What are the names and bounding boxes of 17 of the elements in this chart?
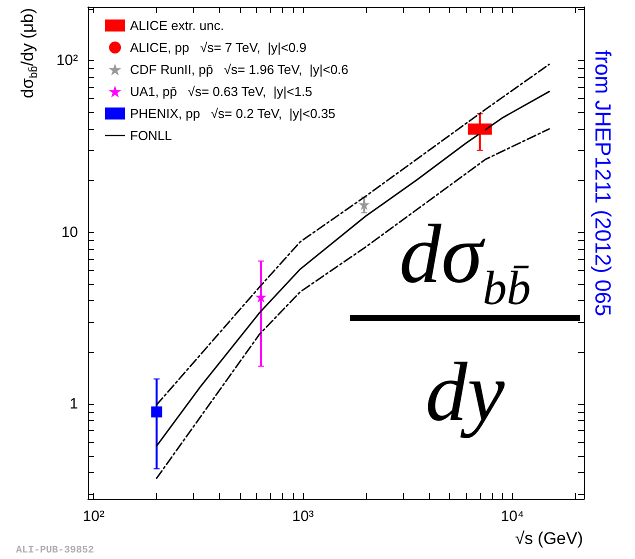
legend-label: ALICE, pp √s= 7 TeV, |y|<0.9 [130, 40, 306, 55]
annotation: dy [424, 345, 506, 441]
x-axis-title: √s (GeV) [515, 529, 584, 548]
x-tick-label: 10² [82, 508, 104, 525]
legend-label: PHENIX, pp √s= 0.2 TeV, |y|<0.35 [130, 106, 336, 121]
text: ALI-PUB-39852 [16, 546, 94, 556]
x-tick-label: 10³ [292, 508, 314, 525]
y-tick-label: 1 [70, 396, 78, 413]
legend-label: ALICE extr. unc. [130, 18, 224, 33]
legend-label: FONLL [130, 128, 172, 143]
legend-label: UA1, pp̄ √s= 0.63 TeV, |y|<1.5 [130, 84, 312, 99]
annotation: dσ$_{bb̄}$ [350, 205, 580, 335]
y-tick-label: 10 [61, 224, 78, 241]
text: from JHEP1211 (2012) 065 [590, 50, 616, 316]
y-tick-label: 10² [56, 52, 78, 70]
x-tick-label: 10⁴ [500, 508, 524, 525]
legend-label: CDF RunII, pp̄ √s= 1.96 TeV, |y|<0.6 [130, 62, 348, 77]
